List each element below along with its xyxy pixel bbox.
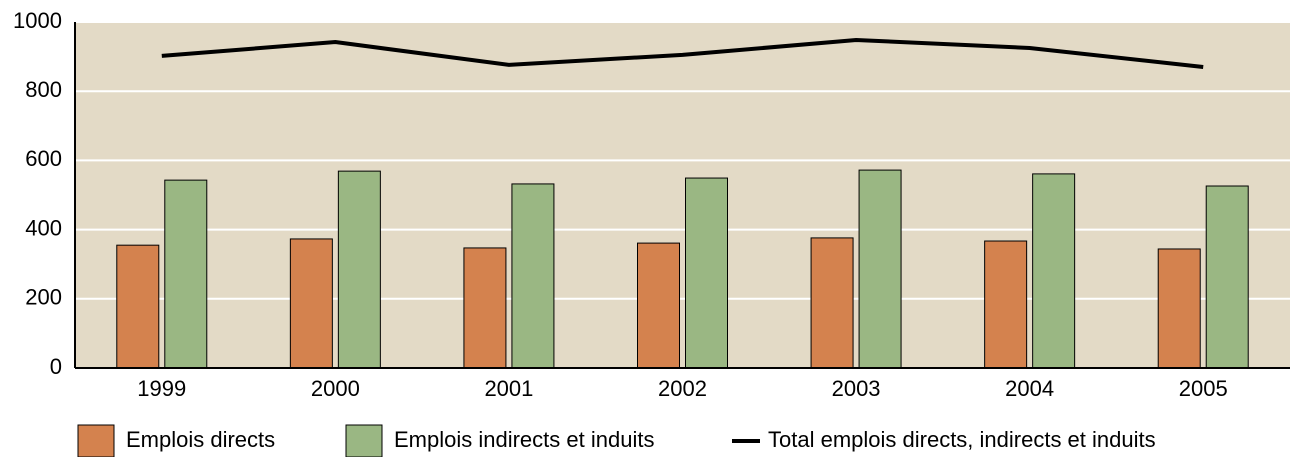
x-tick-label: 2005 <box>1179 376 1228 401</box>
bar <box>637 242 680 369</box>
y-tick-label: 800 <box>25 77 62 102</box>
legend-label: Emplois indirects et induits <box>394 427 654 452</box>
bar <box>1032 173 1076 369</box>
bar <box>164 179 208 369</box>
x-tick-label: 1999 <box>137 376 186 401</box>
x-tick-label: 2001 <box>484 376 533 401</box>
bar <box>685 177 728 369</box>
bar <box>337 170 381 369</box>
bar <box>463 247 507 369</box>
legend-label: Total emplois directs, indirects et indu… <box>768 427 1156 452</box>
x-tick-label: 2002 <box>658 376 707 401</box>
line <box>161 37 1204 69</box>
x-tick-label: 2004 <box>1005 376 1054 401</box>
bar <box>1205 185 1249 369</box>
y-tick-label: 0 <box>50 354 62 379</box>
bar <box>289 238 333 369</box>
y-tick-label: 600 <box>25 146 62 171</box>
legend-label: Emplois directs <box>126 427 275 452</box>
bar <box>1157 248 1201 369</box>
bar <box>984 240 1028 369</box>
x-tick-label: 2000 <box>311 376 360 401</box>
legend-swatch <box>345 424 383 457</box>
y-tick-label: 1000 <box>13 8 62 33</box>
y-tick-label: 200 <box>25 285 62 310</box>
y-tick-label: 400 <box>25 215 62 240</box>
bar <box>810 237 854 369</box>
bar <box>116 244 160 369</box>
bar <box>858 169 902 369</box>
plot-background <box>75 22 1290 368</box>
x-tick-label: 2003 <box>832 376 881 401</box>
bar <box>511 183 555 369</box>
legend-swatch <box>77 424 115 457</box>
